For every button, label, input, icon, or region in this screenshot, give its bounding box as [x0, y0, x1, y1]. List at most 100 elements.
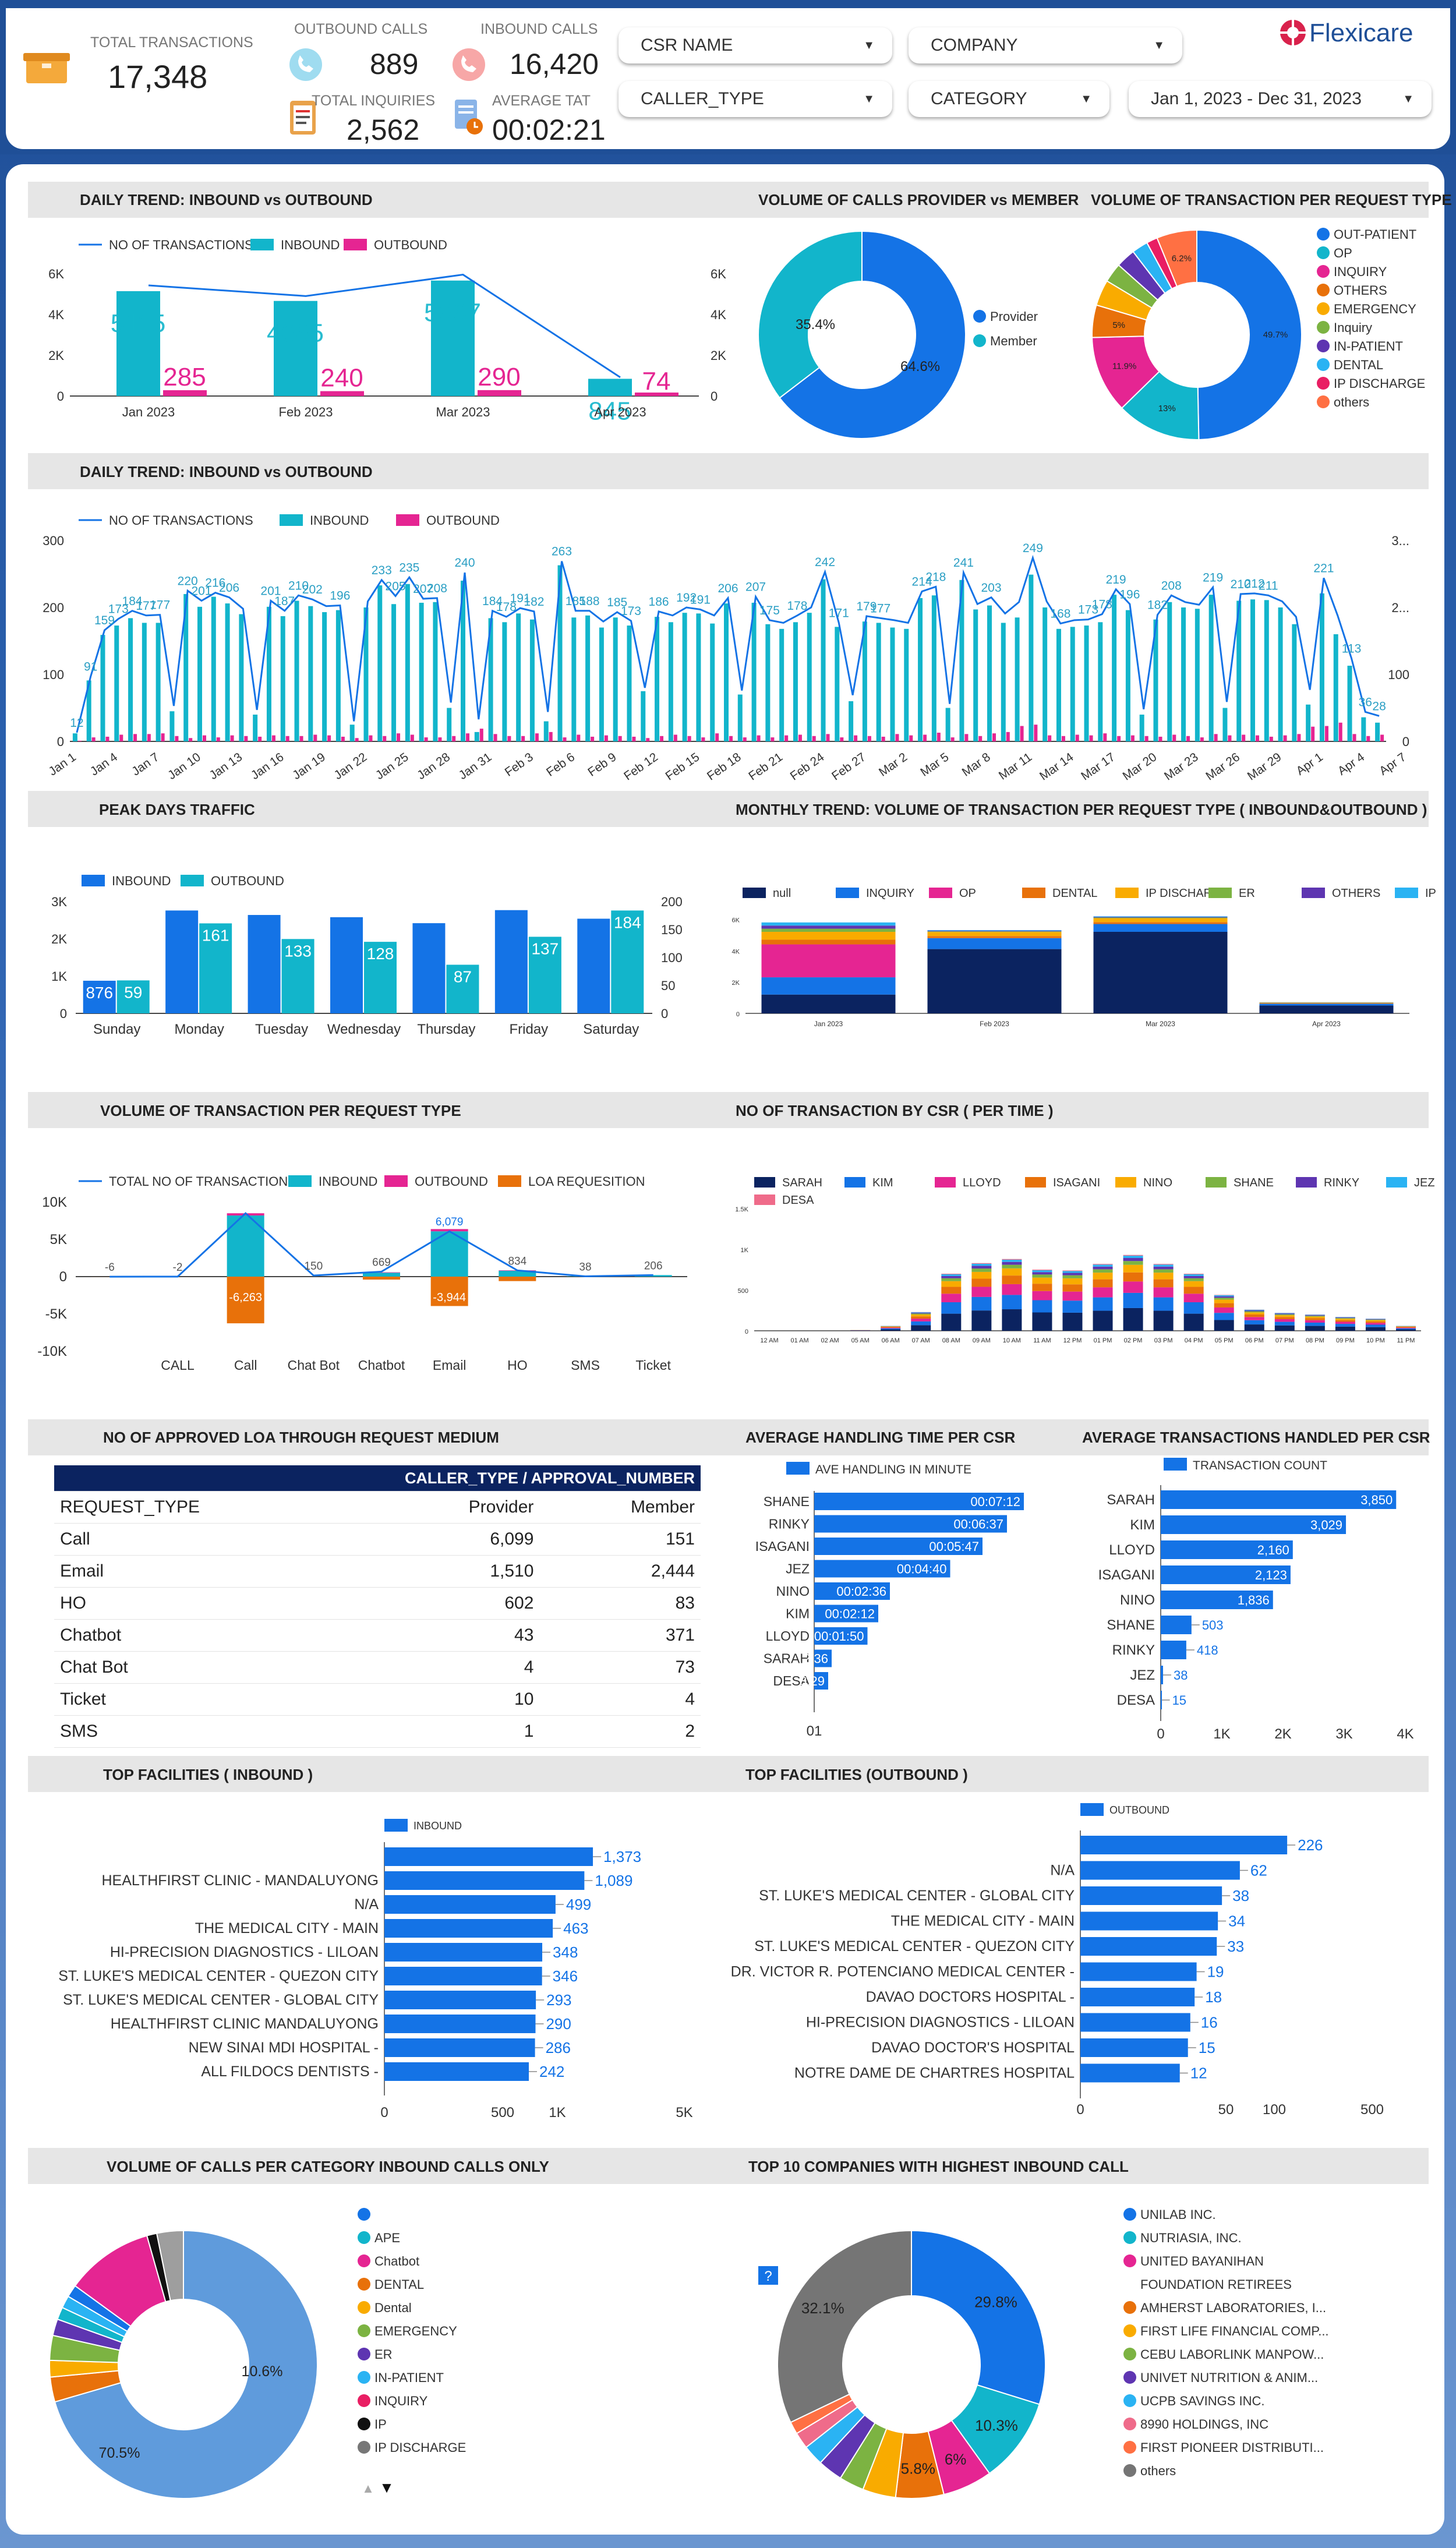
chevron-down-icon: ▼	[1402, 93, 1414, 105]
top-facilities-inbound-chart: INBOUND 1,373 HEALTHFIRST CLINIC - MANDALU…	[58, 1819, 693, 2121]
data-label: 4665	[267, 319, 324, 348]
inbound-bar	[308, 606, 313, 741]
flexicare-logo-icon	[1280, 20, 1306, 45]
inbound-bar	[266, 606, 271, 741]
stacked-segment	[1002, 1295, 1022, 1310]
slice-label: 6%	[945, 2450, 967, 2468]
stacked-segment	[1062, 1270, 1083, 1271]
legend-swatch	[1115, 888, 1139, 898]
stacked-segment	[1002, 1275, 1022, 1284]
x-tick-label: Mar 2	[877, 750, 910, 779]
aht-bar	[814, 1560, 950, 1578]
legend-swatch	[836, 888, 859, 898]
inbound-bar	[1125, 610, 1130, 741]
stacked-segment	[927, 930, 1062, 931]
company-filter[interactable]: COMPANY ▼	[909, 27, 1182, 63]
inbound-bar	[183, 594, 189, 741]
legend-label: INQUIRY	[866, 887, 914, 900]
outbound-bar	[446, 964, 479, 1013]
x-tick-label: 10 PM	[1366, 1337, 1385, 1344]
facility-bar	[384, 1967, 542, 1985]
inbound-bar	[751, 602, 757, 741]
stacked-segment	[1214, 1295, 1234, 1296]
inbound-bar	[1333, 634, 1338, 741]
stacked-segment	[881, 1327, 901, 1328]
category-filter[interactable]: CATEGORY ▼	[909, 81, 1109, 117]
data-label: 207	[413, 582, 433, 596]
data-label: 293	[546, 1991, 571, 2009]
facility-bar	[384, 1847, 593, 1866]
header-bar: TOTAL TRANSACTIONS 17,348 OUTBOUND CALLS…	[0, 0, 1456, 154]
x-tick-label: 01 PM	[1094, 1337, 1112, 1344]
pager-down-icon: ▼	[379, 2479, 394, 2496]
caller-type-filter[interactable]: CALLER_TYPE ▼	[619, 81, 892, 117]
data-label: 208	[427, 582, 447, 595]
y-tick-label: HEALTHFIRST CLINIC - MANDALUYONG	[101, 1872, 379, 1889]
outbound-bar	[635, 393, 678, 396]
aht-bar	[814, 1515, 1007, 1533]
section-title: AVERAGE TRANSACTIONS HANDLED PER CSR	[1082, 1429, 1430, 1446]
y-tick-label: ALL FILDOCS DENTISTS -	[201, 2063, 379, 2080]
legend-swatch	[358, 2231, 370, 2244]
stacked-segment	[1093, 1297, 1113, 1311]
inbound-bar	[1098, 622, 1103, 741]
inbound-bar	[1208, 595, 1214, 741]
inbound-bar	[1306, 704, 1311, 741]
top-facilities-outbound-chart: OUTBOUND 226 N/A 62 ST. LUKE'S MEDICAL CENTE…	[731, 1803, 1384, 2118]
facility-bar	[1080, 1861, 1240, 1880]
outbound-bar	[840, 737, 844, 741]
legend-swatch	[358, 2278, 370, 2291]
y-tick-label: 300	[43, 533, 64, 548]
table-cell: 602	[376, 1587, 540, 1620]
inbound-bar	[710, 623, 715, 741]
data-label: 3,029	[1310, 1518, 1342, 1532]
legend-swatch	[344, 239, 367, 250]
donut-slice	[1156, 229, 1197, 288]
legend-label: INBOUND	[414, 1820, 462, 1832]
stacked-segment	[1032, 1300, 1052, 1313]
data-label: 171	[829, 606, 849, 620]
outbound-bar	[867, 736, 871, 741]
column-header: REQUEST_TYPE	[54, 1491, 377, 1524]
table-cell: Chat Bot	[54, 1651, 377, 1684]
inbound-bar	[529, 619, 535, 741]
filter-label: Jan 1, 2023 - Dec 31, 2023	[1151, 89, 1362, 108]
stacked-segment	[1062, 1275, 1083, 1278]
y-tick-label: HI-PRECISION DIAGNOSTICS - LILOAN	[806, 2015, 1075, 2031]
x-tick-label: Jan 31	[457, 750, 494, 782]
x-tick-label: 10 AM	[1003, 1337, 1021, 1344]
outbound-bar	[909, 735, 913, 741]
data-label: 00:02:36	[836, 1584, 886, 1599]
stacked-segment	[941, 1274, 962, 1276]
x-tick-label: Jan 2023	[814, 1020, 843, 1028]
chevron-down-icon: ▼	[863, 39, 875, 52]
data-label: 177	[870, 602, 890, 615]
legend-swatch	[1317, 395, 1330, 408]
inbound-bar	[274, 301, 317, 396]
legend-swatch	[1080, 1803, 1104, 1816]
inbound-bar	[83, 980, 116, 1013]
stacked-segment	[1093, 922, 1228, 924]
inbound-bar	[405, 584, 410, 741]
legend-swatch	[1123, 2418, 1136, 2430]
stacked-segment	[1002, 1309, 1022, 1331]
legend-label: DESA	[782, 1194, 814, 1207]
date-range-picker[interactable]: Jan 1, 2023 - Dec 31, 2023 ▼	[1129, 81, 1432, 117]
x-tick-label: CALL	[161, 1358, 195, 1373]
y-tick-label: 100	[43, 667, 64, 682]
legend-label: 8990 HOLDINGS, INC	[1140, 2417, 1268, 2432]
outbound-bar	[147, 734, 151, 741]
inbound-bar	[431, 280, 475, 396]
inbound-bar	[1250, 599, 1255, 741]
aht-bar	[814, 1605, 878, 1623]
stacked-segment	[1244, 1310, 1264, 1312]
legend-label: FIRST LIFE FINANCIAL COMP...	[1140, 2324, 1329, 2338]
x-tick-label: Jan 2023	[122, 405, 175, 419]
csr-name-filter[interactable]: CSR NAME ▼	[619, 27, 892, 63]
section-title: MONTHLY TREND: VOLUME OF TRANSACTION PER…	[736, 801, 1427, 818]
section-title: TOP FACILITIES ( INBOUND )	[103, 1766, 313, 1783]
y-tick-label: 0	[57, 389, 64, 404]
inbound-bar	[494, 910, 528, 1013]
count-bar	[1161, 1540, 1293, 1559]
inbound-bar	[114, 625, 119, 741]
